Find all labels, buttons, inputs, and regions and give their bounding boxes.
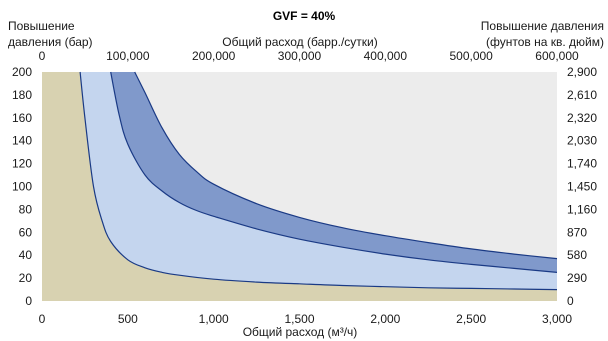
- x-tick-label: 2,500: [456, 312, 486, 326]
- y-tick-label: 200: [12, 65, 32, 79]
- x2-tick-label: 100,000: [106, 49, 150, 63]
- y-tick-label: 80: [19, 202, 33, 216]
- x-axis-ticks: 0 500 1,000 1,500 2,000 2,500 3,000: [39, 312, 573, 326]
- y-tick-label: 180: [12, 88, 32, 102]
- y2-tick-label: 2,030: [567, 134, 597, 148]
- x2-tick-label: 400,000: [364, 49, 408, 63]
- x-axis-label: Общий расход (м³/ч): [243, 325, 358, 339]
- y-tick-label: 60: [19, 225, 33, 239]
- y2-axis-ticks: 0 290 580 870 1,160 1,450 1,740 2,030 2,320 2,610…: [567, 65, 597, 308]
- x-tick-label: 0: [39, 312, 46, 326]
- x-tick-label: 3,000: [542, 312, 572, 326]
- x-tick-label: 2,000: [370, 312, 400, 326]
- x-tick-label: 1,000: [199, 312, 229, 326]
- y-tick-label: 160: [12, 111, 32, 125]
- y2-tick-label: 1,160: [567, 202, 597, 216]
- x2-tick-label: 200,000: [192, 49, 236, 63]
- y-tick-label: 0: [25, 294, 32, 308]
- y2-tick-label: 1,450: [567, 180, 597, 194]
- x-tick-label: 500: [118, 312, 138, 326]
- y2-axis-label-line-2: (фунтов на кв. дюйм): [486, 35, 604, 49]
- x2-tick-label: 500,000: [449, 49, 493, 63]
- y2-tick-label: 580: [567, 248, 587, 262]
- light-band-area: [80, 72, 557, 290]
- y2-tick-label: 1,740: [567, 157, 597, 171]
- series-curve-3: [134, 71, 558, 260]
- y2-axis-label-line-1: Повышение давления: [481, 19, 604, 33]
- x2-tick-label: 600,000: [535, 49, 579, 63]
- x2-tick-label: 300,000: [278, 49, 322, 63]
- y2-tick-label: 290: [567, 271, 587, 285]
- y-tick-label: 20: [19, 271, 33, 285]
- outer-region-area: [42, 72, 557, 301]
- y2-tick-label: 0: [567, 294, 574, 308]
- y-tick-label: 140: [12, 134, 32, 148]
- y-axis-ticks: 0 20 40 60 80 100 120 140 160 180 200: [12, 65, 32, 308]
- y-axis-label-line-2: давления (бар): [8, 35, 93, 49]
- y-axis-label-line-1: Повышение: [8, 19, 75, 33]
- y2-tick-label: 870: [567, 225, 587, 239]
- x2-axis-ticks: 0 100,000 200,000 300,000 400,000 500,000 600,…: [39, 49, 579, 63]
- x2-axis-label: Общий расход (барр./сутки): [222, 35, 378, 49]
- series-curve-2: [110, 71, 558, 273]
- y-tick-label: 120: [12, 157, 32, 171]
- y-tick-label: 40: [19, 248, 33, 262]
- y-tick-label: 100: [12, 180, 32, 194]
- x2-tick-label: 0: [39, 49, 46, 63]
- y2-tick-label: 2,610: [567, 88, 597, 102]
- x-tick-label: 1,500: [284, 312, 314, 326]
- chart-title: GVF = 40%: [273, 9, 336, 23]
- y2-tick-label: 2,320: [567, 111, 597, 125]
- dark-band-area: [110, 72, 557, 273]
- series-curve-1: [79, 71, 558, 291]
- y2-tick-label: 2,900: [567, 65, 597, 79]
